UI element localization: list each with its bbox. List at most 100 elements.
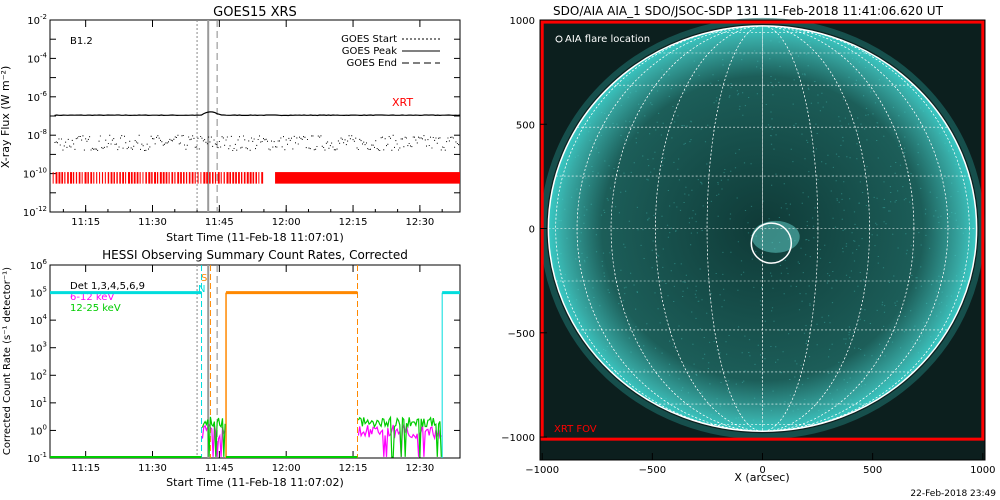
goes-xrt-coverage-bar — [72, 172, 75, 184]
aia-x-tick-label: −500 — [639, 465, 666, 476]
aia-y-tick-label: 1000 — [510, 16, 535, 27]
aia-flare-circle — [750, 222, 793, 264]
goes-y-tick-label: 10-12 — [23, 205, 47, 219]
hessi-12-25-kev-line — [201, 416, 226, 457]
goes-xrt-coverage-bar — [246, 172, 249, 184]
goes-xrt-coverage-bar — [104, 172, 106, 184]
goes-xrt-coverage-bar — [243, 172, 246, 184]
goes-short-channel-points — [54, 134, 461, 152]
hessi-ylabel: Corrected Count Rate (s⁻¹ detector⁻¹) — [2, 267, 13, 455]
goes-xrt-coverage-bar — [255, 172, 257, 184]
goes-xrt-coverage-bar — [148, 172, 151, 184]
goes-long-channel-line — [54, 111, 461, 117]
goes-ylabel: X-ray Flux (W m⁻²) — [0, 66, 12, 168]
goes-legend-start: GOES Start — [341, 34, 397, 45]
goes-xrt-coverage-bar — [191, 172, 194, 184]
hessi-y-tick-label: 104 — [30, 313, 48, 327]
hessi-saa-label: S — [201, 273, 207, 284]
goes-xrt-coverage-bar — [64, 172, 66, 184]
goes-xrt-coverage-bar — [145, 172, 147, 184]
goes-xrt-coverage-bar — [261, 172, 264, 184]
goes-xrt-label: XRT — [392, 96, 413, 109]
aia-x-tick-label: 0 — [759, 465, 765, 476]
goes-xrt-coverage-bar — [122, 172, 125, 184]
goes-xrt-coverage-bar — [183, 172, 185, 184]
goes-xrt-coverage-bar — [165, 172, 168, 184]
goes-xrt-coverage-bar — [151, 172, 153, 184]
goes-panel: GOES15 XRS B1.2 GOES Start GOES Peak GOE… — [0, 5, 461, 244]
goes-xrt-coverage-bar — [110, 172, 113, 184]
hessi-y-tick-label: 103 — [30, 341, 47, 355]
goes-xrt-coverage-bar — [226, 172, 229, 184]
goes-xrt-coverage-bar — [70, 172, 73, 184]
goes-y-tick-label: 10-2 — [27, 13, 47, 27]
goes-xrt-coverage-bar — [200, 172, 202, 184]
aia-x-tick-label: 1000 — [970, 465, 995, 476]
goes-xrt-coverage-bar — [127, 172, 131, 184]
goes-x-tick-label: 12:00 — [272, 217, 301, 228]
hessi-y-tick-label: 102 — [30, 368, 47, 382]
aia-x-tick-label: 500 — [863, 465, 882, 476]
goes-xrt-coverage-bar — [101, 172, 104, 184]
aia-xrt-fov-label: XRT FOV — [554, 424, 597, 435]
goes-xrt-coverage-bar — [90, 172, 93, 184]
aia-y-tick-label: 500 — [516, 120, 535, 131]
hessi-legend-12-25: 12-25 keV — [70, 303, 121, 314]
goes-xrt-coverage-bar — [240, 172, 243, 184]
hessi-x-tick-label: 11:15 — [71, 463, 100, 474]
hessi-y-tick-label: 10-1 — [27, 451, 47, 465]
hessi-x-tick-label: 12:30 — [405, 463, 434, 474]
goes-xrt-coverage-bar — [99, 172, 101, 184]
goes-xrt-coverage-bar — [174, 172, 176, 184]
goes-legend-peak: GOES Peak — [342, 46, 397, 57]
goes-y-tick-label: 10-8 — [27, 128, 47, 142]
goes-y-tick-label: 10-10 — [23, 167, 47, 181]
goes-xrt-coverage-bar — [93, 172, 95, 184]
hessi-night-label: N — [198, 284, 205, 295]
aia-y-tick-label: −500 — [508, 329, 535, 340]
goes-xrt-coverage-bar — [87, 172, 89, 184]
aia-active-region — [751, 220, 800, 253]
goes-xrt-coverage-bar — [238, 172, 240, 184]
goes-xrt-coverage-bar — [142, 172, 144, 184]
goes-xrt-coverage-bar — [180, 172, 182, 184]
goes-xrt-coverage-bar — [211, 172, 214, 184]
hessi-y-tick-label: 101 — [30, 396, 47, 410]
aia-flare-legend-label: AIA flare location — [565, 34, 650, 45]
goes-x-tick-label: 11:15 — [71, 217, 100, 228]
goes-xrt-coverage-bar — [159, 172, 162, 184]
goes-x-tick-label: 11:30 — [138, 217, 167, 228]
goes-title: GOES15 XRS — [213, 5, 297, 20]
hessi-x-tick-label: 12:15 — [339, 463, 368, 474]
hessi-12-25-kev-line — [357, 415, 442, 458]
goes-legend-end: GOES End — [347, 58, 397, 69]
goes-xrt-coverage-bar — [52, 172, 54, 184]
page-timestamp: 22-Feb-2018 23:49 — [910, 489, 996, 499]
aia-y-tick-label: −1000 — [501, 433, 535, 444]
goes-xrt-coverage-bar — [168, 172, 170, 184]
goes-xrt-coverage-bar — [84, 172, 87, 184]
goes-xrt-coverage-bar — [67, 172, 69, 184]
hessi-y-tick-label: 105 — [30, 286, 47, 300]
aia-limb — [547, 25, 978, 432]
goes-xrt-coverage-bar — [171, 172, 174, 184]
goes-xrt-coverage-bar — [119, 172, 121, 184]
goes-xrt-coverage-bar — [235, 172, 237, 184]
goes-x-tick-label: 11:45 — [205, 217, 234, 228]
goes-xrt-coverage-bar — [203, 172, 206, 184]
goes-xrt-coverage-bar — [214, 172, 217, 184]
goes-xrt-coverage-bar — [252, 172, 255, 184]
goes-xrt-coverage-bar — [75, 172, 78, 184]
goes-xrt-coverage-bar — [249, 172, 252, 184]
goes-xrt-coverage-bar — [197, 172, 199, 184]
goes-xrt-coverage-bar — [116, 172, 118, 184]
hessi-x-tick-label: 12:00 — [272, 463, 301, 474]
aia-y-tick-label: 0 — [529, 225, 535, 236]
goes-class-label: B1.2 — [70, 36, 93, 47]
aia-flare-legend-symbol — [555, 35, 563, 43]
goes-xrt-coverage-bar — [258, 172, 260, 184]
goes-xrt-coverage-bar — [125, 172, 127, 184]
goes-xrt-coverage-bar — [139, 172, 141, 184]
goes-xrt-coverage-bar — [229, 172, 232, 184]
